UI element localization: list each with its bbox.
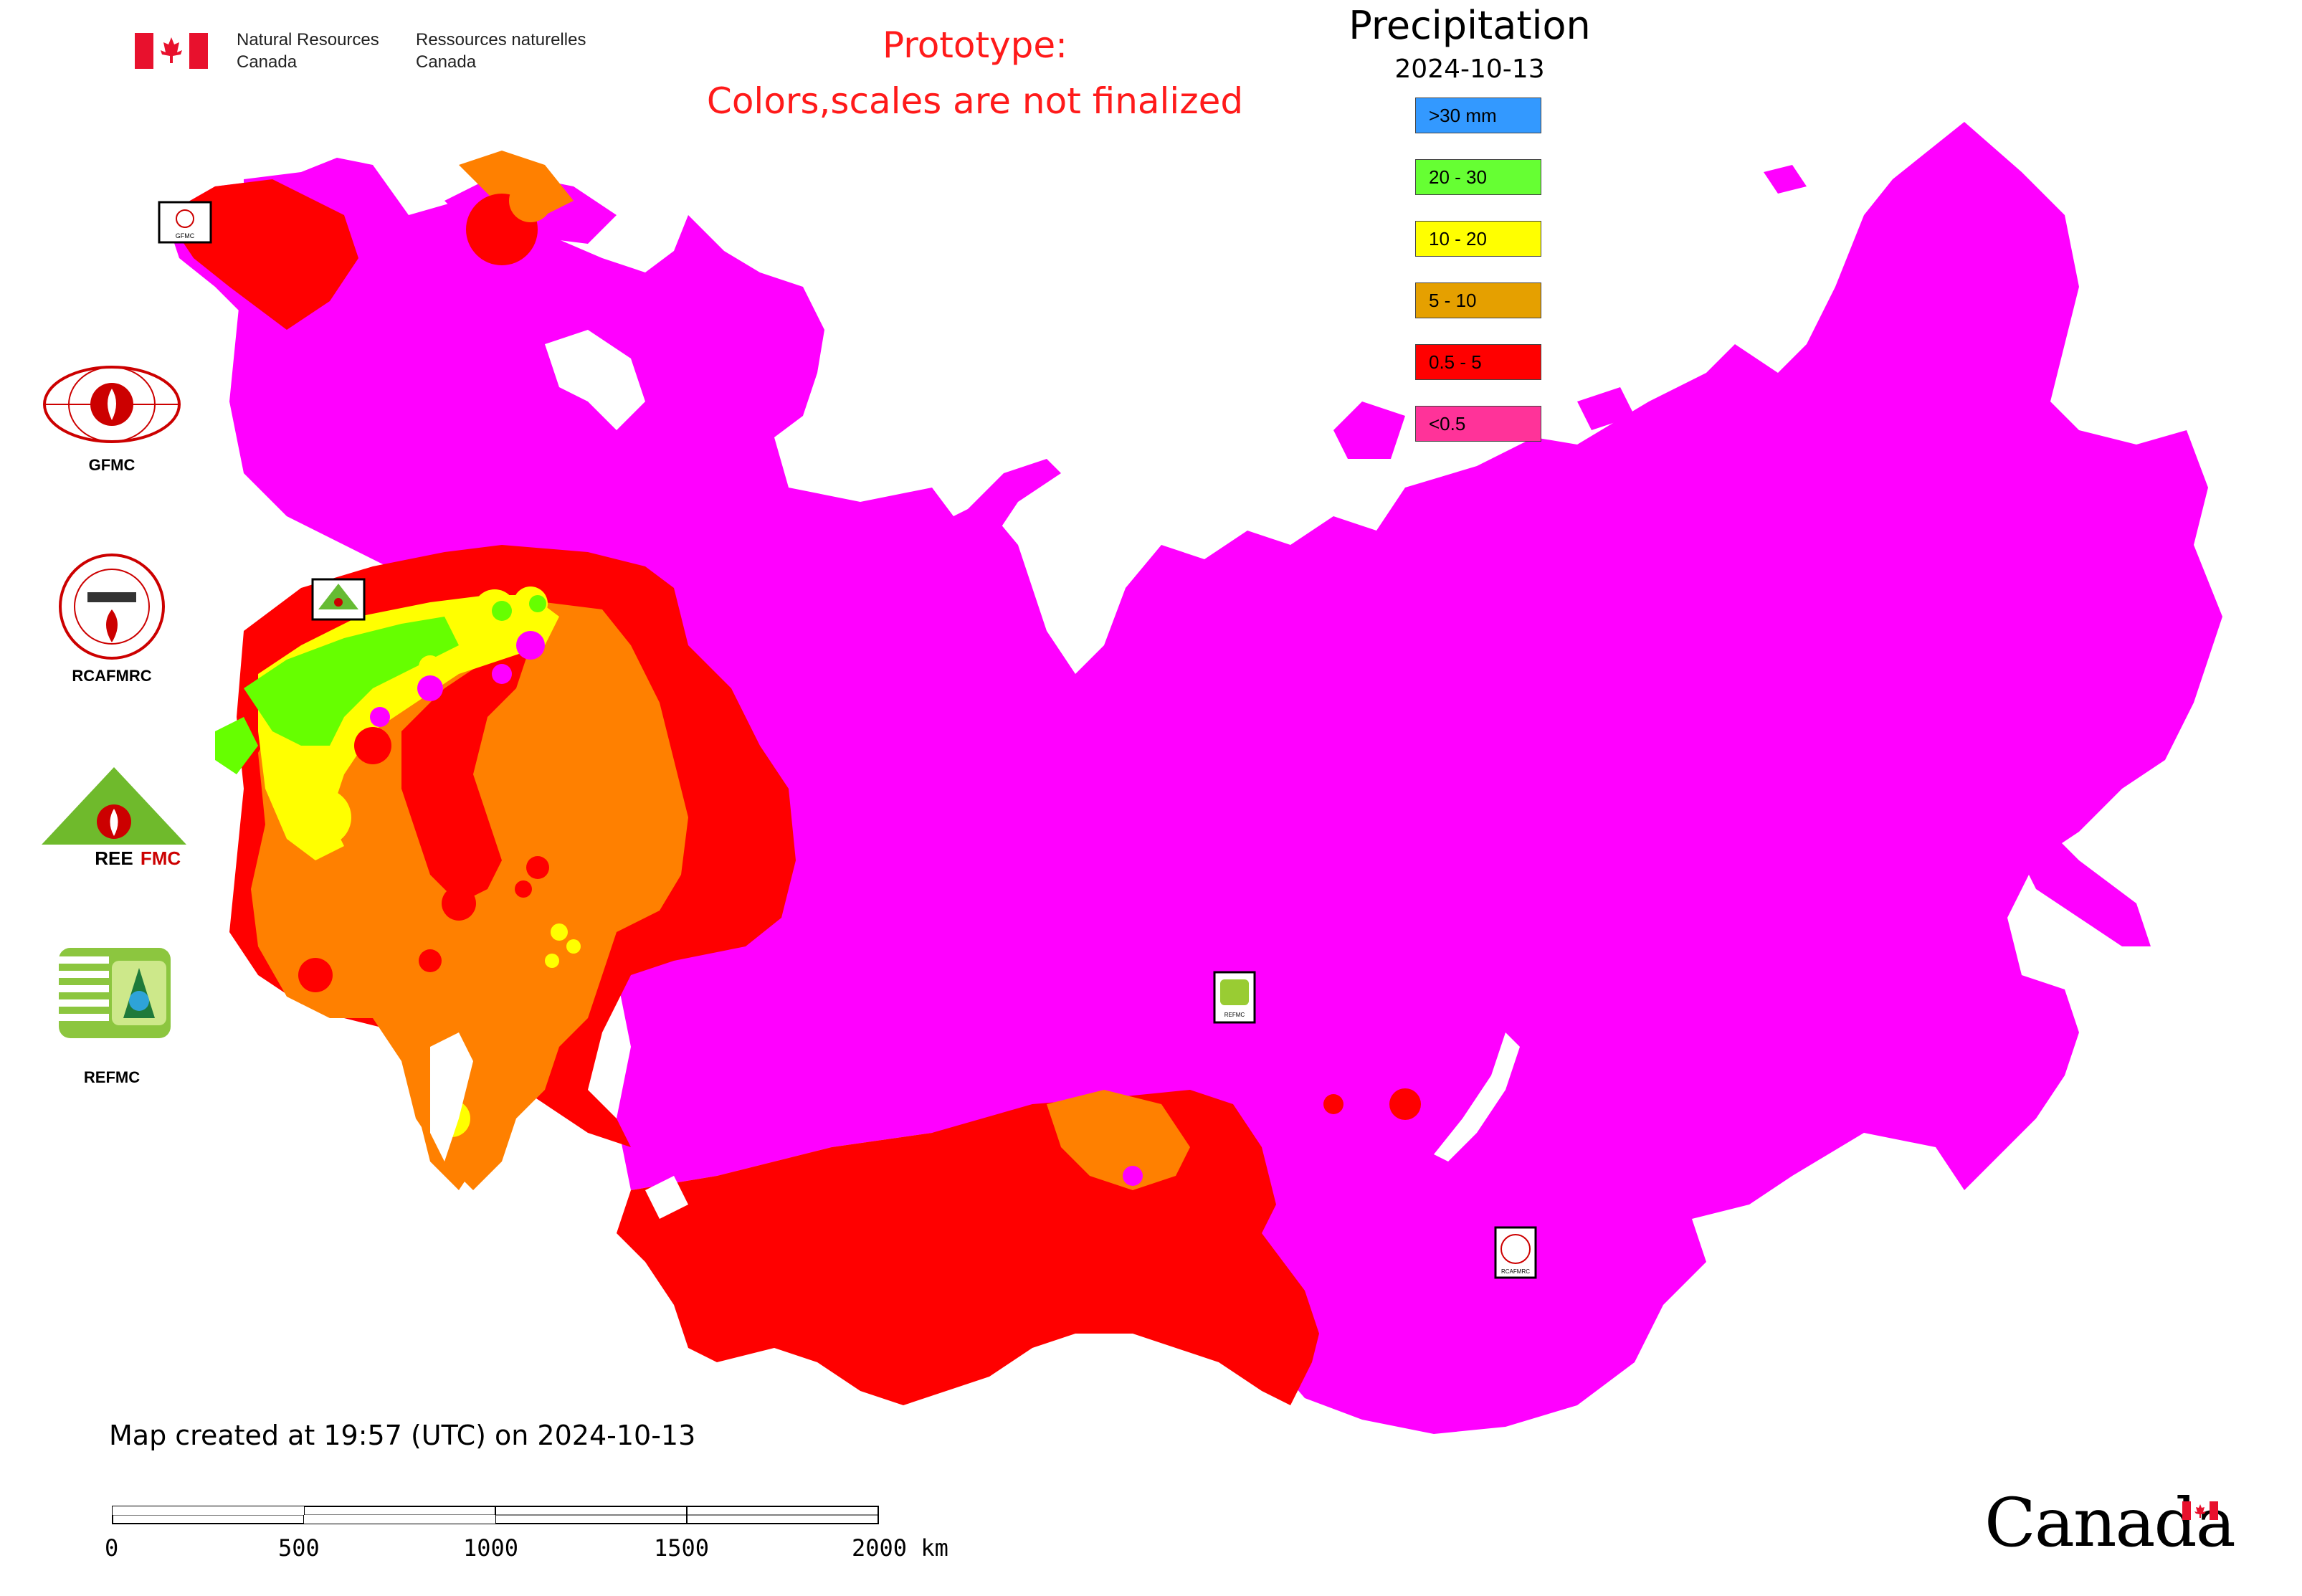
zone-orange-mongolia-west xyxy=(1047,1090,1190,1190)
svg-text:RCAFMRC: RCAFMRC xyxy=(1501,1268,1530,1275)
legend-item-5-10: 5 - 10 xyxy=(1415,282,1541,318)
prototype-line1: Prototype: xyxy=(882,24,1068,66)
aral-sea xyxy=(645,1176,688,1219)
legend-item-lt0.5: <0.5 xyxy=(1415,406,1541,442)
prototype-line2: Colors,scales are not finalized xyxy=(706,80,1244,122)
legend-item-0.5-5: 0.5 - 5 xyxy=(1415,344,1541,380)
agency-en-line2: Canada xyxy=(237,52,298,72)
canada-wordmark-flag-icon xyxy=(2182,1501,2218,1520)
zone-red-norway xyxy=(165,179,358,330)
zone-green-europe xyxy=(244,617,459,746)
agency-name-fr: Ressources naturelles Canada xyxy=(416,29,586,73)
marker-refmc: REFMC xyxy=(1213,971,1256,1024)
marker-reefmc xyxy=(311,578,366,621)
svg-text:REFMC: REFMC xyxy=(1224,1012,1245,1018)
agency-name-en: Natural Resources Canada xyxy=(237,29,379,73)
scale-label-2000: 2000 km xyxy=(852,1534,948,1562)
island-severnaya-zemlya xyxy=(1333,402,1405,459)
marker-rcafmrc: RCAFMRC xyxy=(1494,1226,1537,1279)
map-created-timestamp: Map created at 19:57 (UTC) on 2024-10-13 xyxy=(109,1420,696,1451)
legend-item-20-30: 20 - 30 xyxy=(1415,159,1541,195)
reefmc-logo: REE FMC xyxy=(42,767,186,869)
svg-text:FMC: FMC xyxy=(141,847,181,869)
canada-flag-icon xyxy=(135,33,208,69)
island-novaya-zemlya xyxy=(961,459,1061,545)
landmass-kamchatka xyxy=(1993,803,2151,946)
legend-title: Precipitation xyxy=(1349,3,1591,48)
scale-bar xyxy=(112,1506,879,1524)
scale-label-1500: 1500 xyxy=(654,1534,710,1562)
zone-green-coast xyxy=(215,717,258,774)
svg-text:GFMC: GFMC xyxy=(176,232,195,239)
gfmc-logo xyxy=(43,366,181,443)
scale-label-1000: 1000 xyxy=(463,1534,519,1562)
org-label-rcafmrc: RCAFMRC xyxy=(72,667,152,685)
agency-fr-line2: Canada xyxy=(416,52,477,72)
agency-en-line1: Natural Resources xyxy=(237,30,379,49)
island-new-siberian xyxy=(1577,387,1635,430)
org-label-refmc: REFMC xyxy=(83,1068,141,1086)
landmass-sakhalin xyxy=(1950,1032,1993,1176)
caspian-sea xyxy=(430,1032,473,1162)
legend-item-10-20: 10 - 20 xyxy=(1415,221,1541,257)
island-wrangel xyxy=(1764,165,1807,194)
refmc-logo xyxy=(59,948,171,1038)
legend-date: 2024-10-13 xyxy=(1394,54,1545,84)
org-label-gfmc: GFMC xyxy=(88,456,135,474)
scale-label-500: 500 xyxy=(278,1534,320,1562)
white-sea xyxy=(545,330,645,430)
legend-item-gt30: >30 mm xyxy=(1415,98,1541,133)
marker-gfmc: GFMC xyxy=(158,201,212,244)
zone-red-inner xyxy=(401,645,531,903)
agency-fr-line1: Ressources naturelles xyxy=(416,30,586,49)
rcafmrc-logo xyxy=(59,554,165,660)
canada-wordmark: Canada xyxy=(1984,1484,2236,1562)
landmass-magenta xyxy=(229,122,2222,1434)
prototype-notice: Prototype: Colors,scales are not finaliz… xyxy=(674,17,1276,129)
svg-text:REE: REE xyxy=(95,847,133,869)
scale-label-0: 0 xyxy=(105,1534,119,1562)
lake-baikal xyxy=(1434,1032,1520,1162)
